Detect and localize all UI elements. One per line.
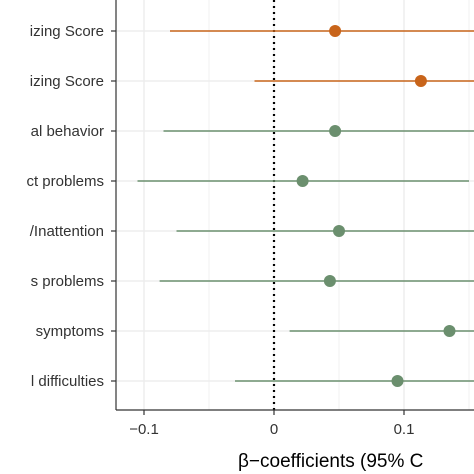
category-label: ct problems bbox=[26, 173, 104, 190]
category-label: symptoms bbox=[36, 323, 104, 340]
point-estimates bbox=[296, 25, 456, 387]
point-estimate bbox=[296, 175, 309, 187]
point-estimate bbox=[333, 225, 345, 237]
point-estimate bbox=[391, 375, 404, 387]
grid-minor-lines bbox=[208, 0, 470, 410]
x-axis-ticks: −0.1 0 0.1 bbox=[129, 410, 414, 438]
point-estimate bbox=[329, 25, 342, 37]
axes bbox=[111, 0, 474, 411]
point-estimate bbox=[443, 325, 456, 337]
x-tick-label: 0.1 bbox=[394, 421, 415, 438]
category-label: izing Score bbox=[30, 23, 104, 40]
category-label: l difficulties bbox=[31, 373, 104, 390]
point-estimate bbox=[414, 75, 427, 87]
confidence-intervals bbox=[137, 30, 474, 382]
category-label: /Inattention bbox=[30, 223, 104, 240]
category-labels: izing Score izing Score al behavior ct prob… bbox=[26, 23, 104, 390]
category-label: s problems bbox=[31, 273, 104, 290]
category-label: izing Score bbox=[30, 73, 104, 90]
x-axis-title: β−coefficients (95% C bbox=[238, 451, 423, 472]
category-label: al behavior bbox=[31, 123, 104, 140]
x-tick-label: 0 bbox=[270, 421, 278, 438]
point-estimate bbox=[323, 275, 336, 287]
x-tick-label: −0.1 bbox=[129, 421, 159, 438]
point-estimate bbox=[329, 125, 342, 137]
